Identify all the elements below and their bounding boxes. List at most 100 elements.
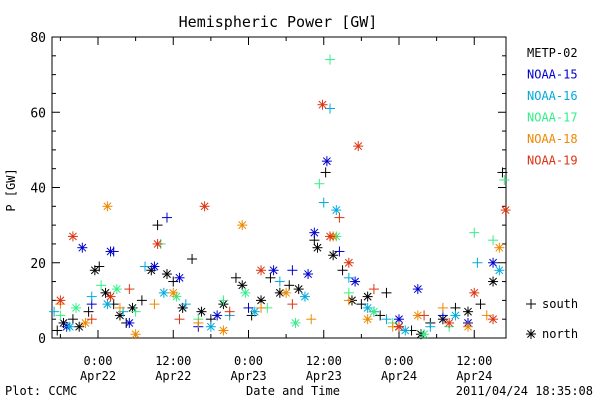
north-point xyxy=(74,321,85,332)
south-point xyxy=(306,314,317,325)
series-noaa-16 xyxy=(49,103,505,336)
marker-stroke xyxy=(495,243,504,252)
south-point xyxy=(356,299,367,310)
north-point xyxy=(174,272,185,283)
x-tick-time: 0:00 xyxy=(385,354,414,368)
south-point xyxy=(168,276,179,287)
marker-stroke xyxy=(106,292,115,301)
south-point xyxy=(187,253,198,264)
north-point xyxy=(362,314,373,325)
marker-stroke xyxy=(90,266,99,275)
north-point xyxy=(102,201,113,212)
north-point xyxy=(77,242,88,253)
north-point xyxy=(412,284,423,295)
marker-stroke xyxy=(78,243,87,252)
north-point xyxy=(312,242,323,253)
north-point xyxy=(328,250,339,261)
marker-stroke xyxy=(238,281,247,290)
y-tick-label: 20 xyxy=(30,257,46,272)
marker-stroke xyxy=(197,307,206,316)
marker-stroke xyxy=(282,288,291,297)
marker-stroke xyxy=(65,322,74,331)
south-point xyxy=(256,302,267,313)
north-point xyxy=(419,329,430,340)
marker-stroke xyxy=(56,296,65,305)
north-point xyxy=(488,257,499,268)
marker-stroke xyxy=(489,315,498,324)
south-point xyxy=(497,167,508,178)
north-point xyxy=(152,238,163,249)
marker-stroke xyxy=(464,307,472,316)
marker-stroke xyxy=(300,292,309,301)
marker-stroke xyxy=(501,206,510,215)
south-point xyxy=(136,295,147,306)
marker-stroke xyxy=(275,288,284,297)
south-point xyxy=(381,287,392,298)
south-point xyxy=(284,280,295,291)
south-point xyxy=(343,295,354,306)
north-point xyxy=(237,280,248,291)
marker-stroke xyxy=(75,322,84,331)
marker-stroke xyxy=(175,273,184,282)
south-point xyxy=(334,212,345,223)
north-point xyxy=(400,325,411,336)
south-point xyxy=(425,321,436,332)
south-point xyxy=(86,291,97,302)
north-point xyxy=(494,242,505,253)
marker-stroke xyxy=(395,315,403,324)
chart-title: Hemispheric Power [GW] xyxy=(179,13,378,31)
y-axis-ticks: 0 20 40 60 80 xyxy=(30,31,506,347)
legend-entry-noaa-17: NOAA-17 xyxy=(527,111,578,125)
south-point xyxy=(325,103,336,114)
x-axis-label: Date and Time xyxy=(246,384,340,398)
marker-stroke xyxy=(72,303,81,312)
north-point xyxy=(158,287,169,298)
south-point xyxy=(320,167,331,178)
marker-stroke xyxy=(159,288,168,297)
south-point xyxy=(52,325,63,336)
marker-stroke xyxy=(363,315,372,324)
north-point xyxy=(168,287,179,298)
series-noaa-17 xyxy=(55,54,510,340)
footer-timestamp: 2011/04/24 18:35:08 xyxy=(456,384,593,398)
north-point xyxy=(317,99,328,110)
marker-legend-symbol xyxy=(526,329,536,339)
marker-stroke xyxy=(131,330,140,339)
marker-legend: south north xyxy=(526,297,578,341)
series-noaa-15 xyxy=(61,156,499,332)
x-tick-time: 12:00 xyxy=(155,354,191,368)
south-point xyxy=(193,317,204,328)
x-tick-time: 0:00 xyxy=(234,354,263,368)
north-point xyxy=(321,156,332,167)
marker-stroke xyxy=(241,288,250,297)
legend: METP-02 NOAA-15 NOAA-16 NOAA-17 NOAA-18 NOAA-… xyxy=(527,46,578,168)
north-point xyxy=(105,291,116,302)
north-point xyxy=(290,317,301,328)
marker-stroke xyxy=(464,322,472,331)
south-point xyxy=(325,54,336,65)
x-tick-time: 12:00 xyxy=(456,354,492,368)
north-point xyxy=(450,310,461,321)
footer-credit: Plot: CCMC xyxy=(5,384,77,398)
marker-stroke xyxy=(81,318,90,327)
x-tick-date: Apr24 xyxy=(456,369,492,383)
north-point xyxy=(237,220,248,231)
south-point xyxy=(265,272,276,283)
marker-stroke xyxy=(351,277,360,286)
marker-stroke xyxy=(451,311,460,320)
north-point xyxy=(325,231,336,242)
marker-legend-symbol xyxy=(526,299,536,309)
south-point xyxy=(243,302,254,313)
south-point xyxy=(472,257,483,268)
north-point xyxy=(199,201,210,212)
marker-legend-label: north xyxy=(542,327,578,341)
south-point xyxy=(274,276,285,287)
north-point xyxy=(205,321,216,332)
marker-stroke xyxy=(163,270,171,278)
legend-entry-noaa-19: NOAA-19 xyxy=(527,154,578,168)
north-point xyxy=(100,287,111,298)
x-tick-date: Apr22 xyxy=(155,369,191,383)
south-point xyxy=(67,314,78,325)
north-point xyxy=(368,306,379,317)
marker-stroke xyxy=(413,285,422,294)
